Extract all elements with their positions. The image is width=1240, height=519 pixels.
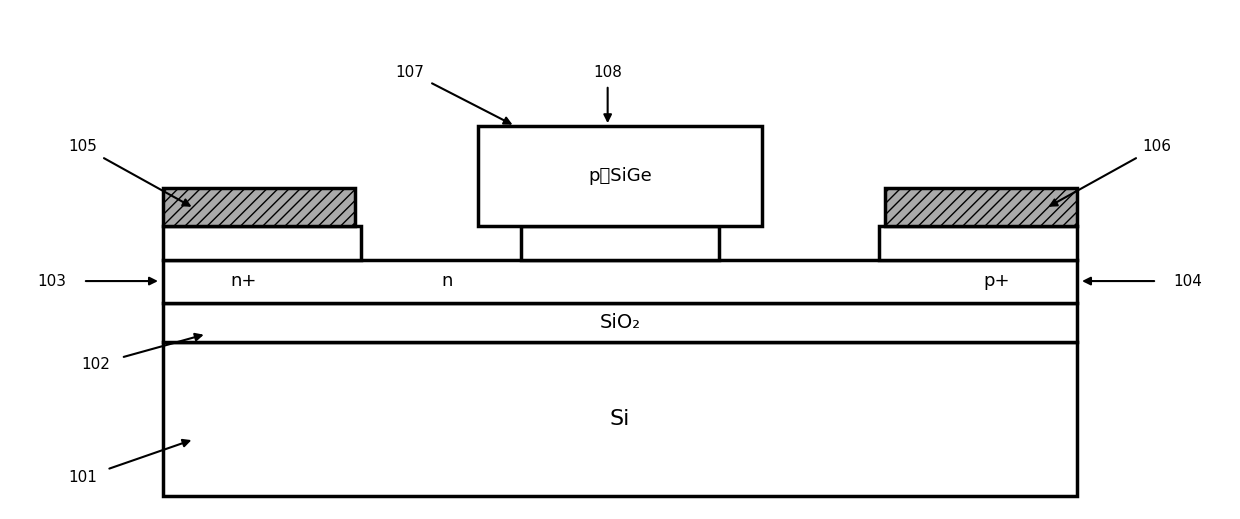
Text: 103: 103	[37, 274, 67, 289]
Text: 105: 105	[68, 139, 98, 154]
Bar	[879, 226, 1076, 260]
Text: 106: 106	[1142, 139, 1172, 154]
Text: 101: 101	[68, 470, 98, 485]
Text: p型SiGe: p型SiGe	[588, 167, 652, 185]
Bar	[885, 187, 1076, 226]
Text: 104: 104	[1173, 274, 1203, 289]
Bar	[164, 187, 355, 226]
Text: n: n	[441, 272, 453, 290]
Text: 102: 102	[81, 357, 110, 372]
Text: n+: n+	[231, 272, 257, 290]
Bar	[164, 303, 1076, 342]
Text: Si: Si	[610, 408, 630, 429]
Bar	[479, 126, 761, 226]
Text: 108: 108	[593, 64, 622, 79]
Bar	[164, 226, 361, 260]
Text: p+: p+	[983, 272, 1009, 290]
Bar	[521, 226, 719, 260]
Bar	[164, 342, 1076, 496]
Text: 107: 107	[396, 64, 424, 79]
Bar	[164, 260, 1076, 303]
Text: SiO₂: SiO₂	[599, 312, 641, 332]
